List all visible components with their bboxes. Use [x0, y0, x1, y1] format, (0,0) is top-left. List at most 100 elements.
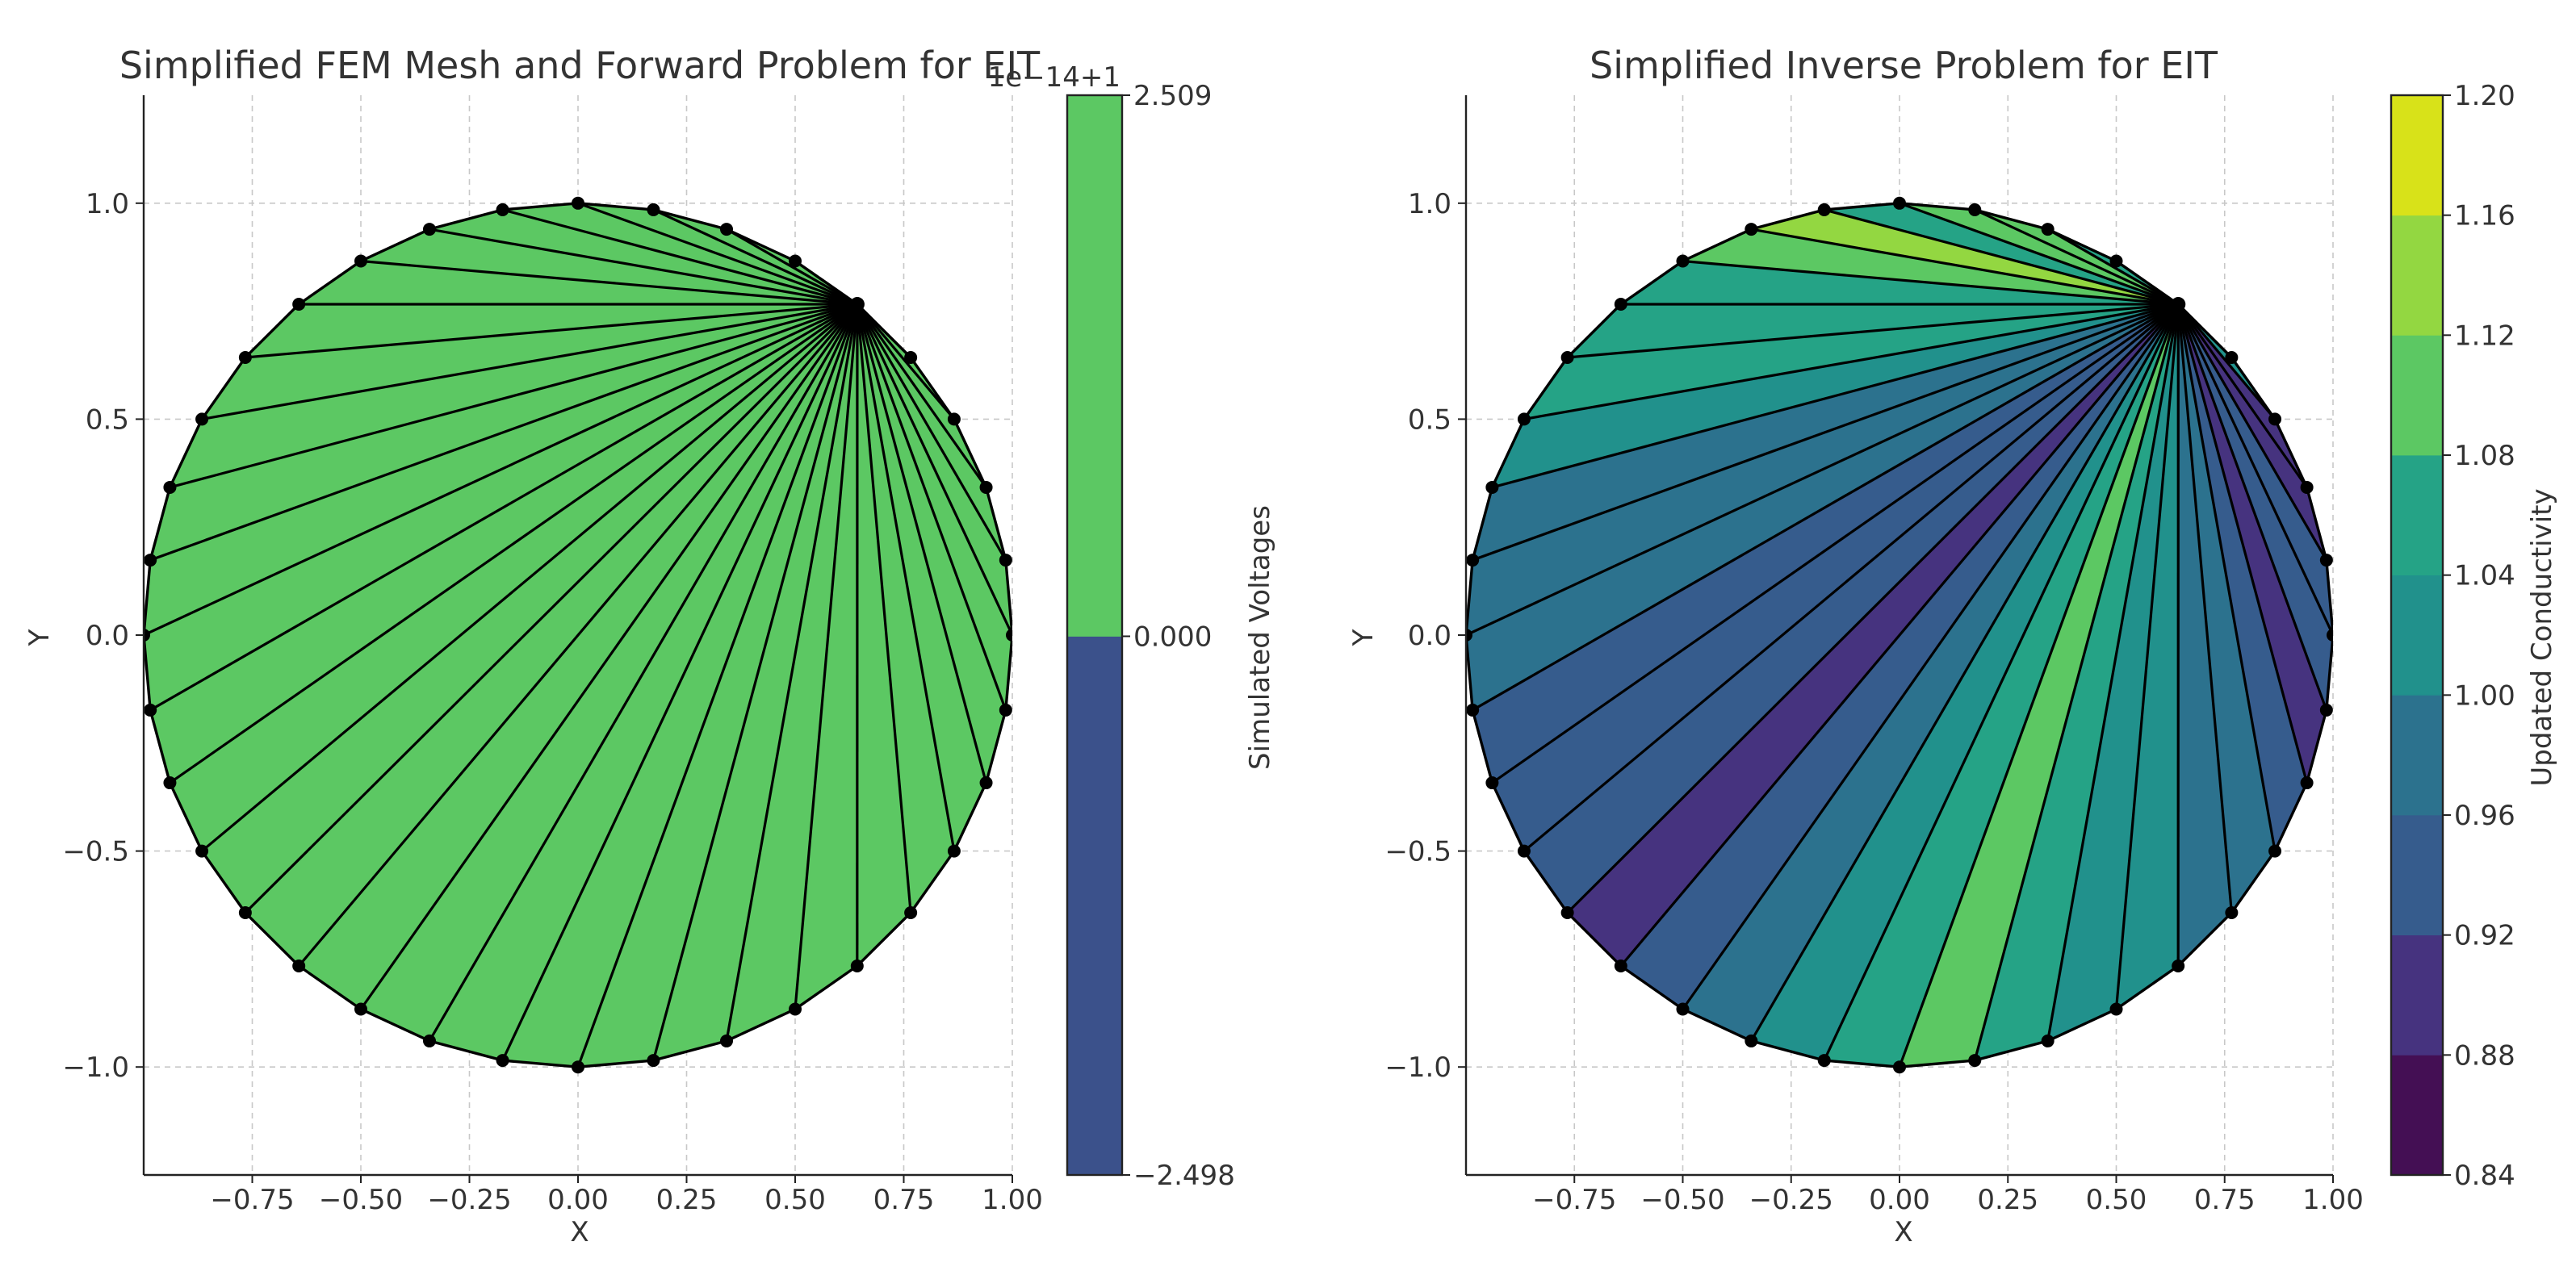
mesh-node	[354, 1002, 367, 1016]
colorbar-level	[1066, 94, 1123, 637]
y-tick-label: −1.0	[1384, 1052, 1451, 1084]
x-tick-label: 0.00	[1869, 1184, 1930, 1216]
mesh-edge	[1466, 303, 2179, 637]
mesh-node	[1466, 629, 1472, 642]
mesh-node	[238, 350, 252, 364]
mesh-edge	[856, 303, 987, 488]
colorbar-tick-label: 0.84	[2454, 1160, 2515, 1192]
plot-area: −0.75 −0.50 −0.25 0.00 0.25 0.50 0.75 1.00 1.0 0.…	[62, 95, 1043, 1216]
mesh-edge	[856, 303, 956, 420]
mesh-edge	[794, 303, 859, 1010]
x-axis-label: X	[570, 1216, 589, 1248]
mesh-node	[144, 703, 157, 717]
colorbar-tick-label: 1.04	[2454, 560, 2515, 592]
mesh-node	[163, 480, 177, 494]
mesh-edge	[170, 303, 858, 489]
colorbar-level	[1066, 636, 1123, 1176]
mesh-node	[2327, 629, 2333, 642]
mesh-edge	[244, 303, 859, 914]
mesh-edge	[1472, 303, 2180, 712]
mesh-node	[572, 1060, 584, 1074]
mesh-node	[1817, 1054, 1831, 1068]
mesh-node	[2268, 844, 2282, 858]
colorbar-level	[2390, 934, 2444, 1056]
x-tick-label: 0.00	[547, 1184, 609, 1216]
mesh-node	[999, 554, 1012, 567]
colorbar-tick-label: 1.00	[2454, 679, 2515, 712]
mesh-edge	[1973, 303, 2180, 1061]
mesh-node	[195, 412, 209, 426]
x-tick-label: 0.25	[656, 1184, 718, 1216]
mesh-edge	[2046, 303, 2180, 1042]
x-tick-label: 1.00	[2302, 1184, 2364, 1216]
colorbar: 1.20 1.16 1.12 1.08 1.04 1.00 0.96 0.92 0.88 0.84	[2390, 80, 2515, 1192]
x-tick-label: −0.75	[1532, 1184, 1616, 1216]
mesh-node	[720, 223, 734, 236]
colorbar-tick-label: 1.12	[2454, 320, 2515, 352]
mesh-edge	[1749, 303, 2180, 1042]
mesh-edge	[502, 208, 858, 306]
mesh-edge	[1491, 303, 2180, 784]
axis-ticks: −0.75 −0.50 −0.25 0.00 0.25 0.50 0.75 1.00 1.0 0.…	[1384, 188, 2363, 1216]
mesh-node	[496, 203, 509, 216]
mesh-node	[979, 776, 993, 790]
mesh-node	[850, 959, 864, 972]
mesh-node	[1817, 203, 1831, 216]
mesh-edge	[2176, 303, 2333, 636]
x-tick-label: −0.25	[427, 1184, 511, 1216]
mesh-edge	[1823, 303, 2180, 1061]
colorbar-tick-label: 0.96	[2454, 800, 2515, 832]
mesh-node	[422, 223, 436, 236]
x-tick-label: 0.50	[764, 1184, 826, 1216]
mesh-edge	[428, 303, 859, 1042]
mesh-edge	[1824, 208, 2179, 306]
mesh-node	[789, 254, 802, 268]
mesh-edge	[725, 303, 859, 1042]
colorbar-tick-label: −2.498	[1133, 1160, 1235, 1192]
mesh-edge	[856, 303, 1012, 636]
panel-inverse-problem: Simplified Inverse Problem for EIT −0.75…	[1347, 44, 2558, 1248]
mesh-nodes	[1466, 196, 2333, 1074]
y-tick-label: 0.5	[1408, 403, 1451, 436]
y-tick-label: 0.5	[86, 403, 129, 436]
mesh-node	[2300, 480, 2314, 494]
mesh-node	[354, 254, 367, 268]
mesh-edge	[1566, 303, 2180, 914]
x-tick-label: −0.50	[319, 1184, 403, 1216]
mesh-edge	[2176, 303, 2233, 914]
mesh-node	[496, 1054, 509, 1068]
mesh-edge	[149, 303, 858, 562]
x-tick-label: −0.25	[1749, 1184, 1833, 1216]
mesh-edge	[651, 303, 859, 1061]
colorbar-level	[2390, 575, 2444, 696]
mesh-node	[1517, 844, 1531, 858]
y-tick-label: −1.0	[62, 1052, 129, 1084]
colorbar-label: Updated Conductivity	[2526, 488, 2558, 786]
mesh-node	[1560, 906, 1574, 920]
mesh-edge	[856, 303, 988, 784]
mesh-node	[163, 776, 177, 790]
mesh-edge	[501, 303, 859, 1061]
mesh-node	[144, 554, 157, 567]
mesh-edge	[1899, 202, 2179, 306]
x-tick-label: 1.00	[982, 1184, 1043, 1216]
mesh-edge	[1682, 303, 2180, 1010]
colorbar-level	[2390, 215, 2444, 336]
mesh-node	[1006, 629, 1012, 642]
mesh-edge	[201, 303, 858, 420]
mesh-node	[1485, 480, 1499, 494]
mesh-node	[1466, 703, 1480, 717]
mesh-node	[292, 298, 306, 311]
colorbar-tick-label: 0.92	[2454, 920, 2515, 952]
mesh-edge	[201, 303, 858, 852]
mesh-nodes	[144, 196, 1012, 1074]
mesh-node	[572, 196, 584, 210]
colorbar: 2.509 0.000 −2.498	[1066, 80, 1235, 1192]
colorbar-level	[2390, 694, 2444, 816]
mesh-node	[720, 1034, 734, 1047]
mesh-node	[195, 844, 209, 858]
y-tick-label: −0.5	[62, 836, 129, 868]
mesh-node	[1466, 554, 1480, 567]
mesh-edge	[2176, 303, 2308, 488]
mesh-node	[999, 703, 1012, 717]
